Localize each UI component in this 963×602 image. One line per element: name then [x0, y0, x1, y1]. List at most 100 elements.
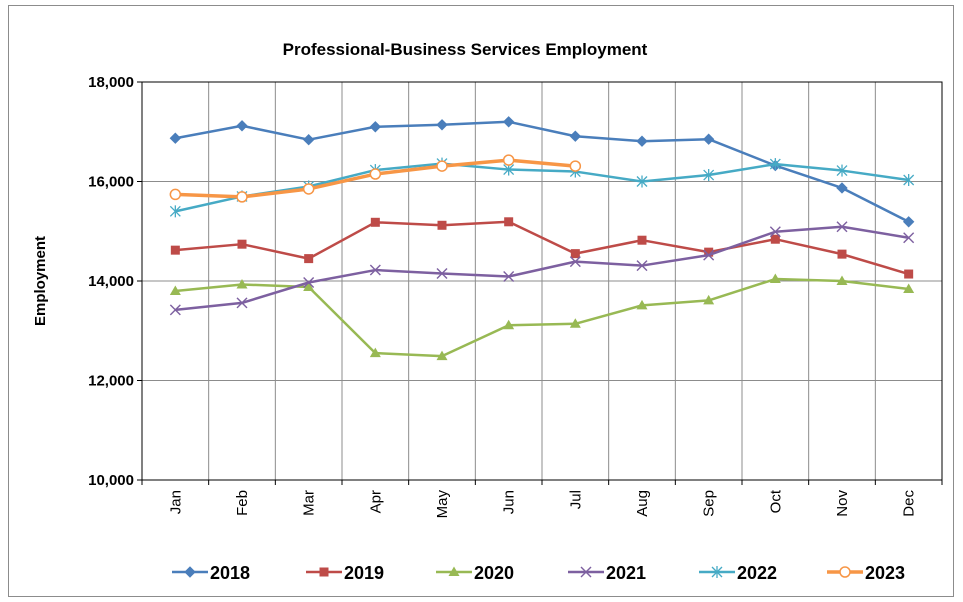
legend-item-2022: 2022: [699, 563, 777, 583]
y-tick-label: 10,000: [88, 472, 134, 489]
legend-item-2020: 2020: [436, 563, 514, 583]
data-point-2018-Jul: [569, 130, 582, 142]
y-tick-label: 12,000: [88, 373, 134, 390]
data-point-2023-Feb: [236, 191, 248, 203]
series-line-2022: [175, 162, 909, 213]
data-point-2018-Sep: [702, 133, 715, 145]
data-point-2019-Dec: [904, 269, 914, 279]
data-point-2022-Oct: [769, 158, 781, 171]
chart-frame: 10,000 12,000 14,000 16,000 18,000 Jan Feb Mar A…: [8, 5, 954, 597]
data-point-2018-Feb: [236, 120, 248, 132]
data-point-2018-Dec: [902, 216, 915, 228]
data-point-2018-May: [436, 119, 448, 131]
data-point-2019-Jun: [504, 217, 514, 227]
legend-marker-2022: [711, 566, 723, 578]
series-2018: [169, 116, 915, 228]
data-point-2020-Jun: [503, 319, 515, 330]
legend-label-2019: 2019: [344, 563, 384, 583]
data-point-2020-Feb: [236, 278, 248, 289]
legend-label-2023: 2023: [865, 563, 905, 583]
data-point-2020-Jan: [169, 285, 181, 295]
data-point-2018-Aug: [636, 135, 648, 147]
legend-item-2021: 2021: [568, 563, 646, 583]
data-point-2021-Jul: [569, 256, 581, 268]
data-point-2021-Nov: [836, 221, 848, 233]
data-point-2021-Sep: [703, 249, 715, 261]
data-point-2019-May: [437, 220, 447, 230]
data-point-2020-Oct: [769, 273, 781, 284]
legend-marker-2019: [319, 567, 329, 577]
data-point-2021-Aug: [636, 260, 648, 272]
series-lines: [169, 116, 915, 361]
data-point-2021-Dec: [903, 232, 915, 244]
data-point-2021-Oct: [769, 226, 781, 238]
data-point-2018-Apr: [369, 121, 382, 133]
legend-marker-2023: [839, 566, 851, 578]
data-point-2020-May: [436, 350, 448, 361]
data-point-2019-Jan: [170, 245, 180, 255]
data-point-2023-Apr: [369, 168, 382, 180]
x-tick-label: Sep: [701, 490, 718, 517]
data-point-2019-Sep: [704, 247, 714, 257]
line-chart: 10,000 12,000 14,000 16,000 18,000 Jan Feb Mar A…: [32, 40, 943, 583]
y-tick-label: 16,000: [88, 174, 134, 191]
data-point-2019-Mar: [304, 254, 314, 264]
data-point-2023-Jan: [169, 188, 182, 201]
data-point-2022-Nov: [836, 164, 848, 177]
data-point-2022-Dec: [903, 174, 915, 187]
data-point-2019-Feb: [237, 239, 247, 249]
data-point-2020-Jul: [569, 318, 581, 328]
data-point-2021-Jan: [169, 304, 181, 316]
x-tick-label: Jul: [567, 490, 584, 509]
data-point-2023-Mar: [302, 183, 315, 195]
series-2021: [169, 221, 915, 316]
data-point-2019-Jul: [570, 249, 580, 259]
data-point-2020-Dec: [903, 283, 915, 293]
series-line-2021: [175, 225, 909, 312]
y-axis-label: Employment: [32, 236, 49, 326]
data-point-2020-Mar: [303, 281, 315, 291]
data-point-2018-Jan: [169, 132, 182, 144]
data-point-2019-Nov: [837, 249, 847, 259]
data-point-2022-Sep: [703, 169, 715, 182]
x-tick-label: Jun: [501, 490, 518, 514]
data-point-2023-Jul: [569, 160, 582, 172]
x-tick-label: Aug: [634, 490, 651, 517]
data-point-2020-Aug: [636, 299, 648, 310]
x-tick-label: Oct: [767, 489, 784, 513]
data-point-2020-Sep: [703, 294, 715, 305]
x-tick-label: Feb: [234, 490, 251, 516]
legend-item-2018: 2018: [172, 563, 250, 583]
y-tick-label: 18,000: [88, 74, 134, 91]
x-tick-label: Apr: [367, 490, 384, 513]
data-point-2021-Apr: [369, 264, 381, 276]
data-point-2020-Apr: [369, 347, 381, 358]
data-point-2022-Aug: [636, 175, 648, 188]
legend-item-2019: 2019: [306, 563, 384, 583]
x-tick-label: Nov: [834, 490, 851, 517]
series-2023: [169, 154, 582, 203]
x-tick-label: May: [434, 490, 451, 519]
legend-label-2020: 2020: [474, 563, 514, 583]
chart-title: Professional-Business Services Employmen…: [283, 40, 648, 59]
data-point-2021-May: [436, 268, 448, 280]
data-point-2019-Apr: [370, 217, 380, 227]
x-tick-label: Mar: [301, 490, 318, 516]
series-line-2019: [175, 220, 910, 276]
data-point-2018-Nov: [836, 182, 848, 194]
legend-marker-2021: [580, 566, 592, 578]
data-point-2018-Mar: [302, 134, 315, 146]
data-point-2021-Mar: [303, 276, 315, 288]
data-point-2019-Aug: [637, 235, 647, 245]
series-line-2018: [175, 120, 910, 223]
legend-marker-2020: [448, 566, 460, 576]
legend-item-2023: 2023: [827, 563, 905, 583]
legend: 2018 2019 2020 2021 2022 2023: [172, 563, 905, 583]
series-2019: [170, 217, 914, 279]
data-point-2019-Oct: [770, 234, 780, 244]
data-point-2021-Jun: [503, 271, 515, 283]
legend-label-2018: 2018: [210, 563, 250, 583]
y-tick-label: 14,000: [88, 273, 134, 290]
data-point-2023-May: [436, 160, 448, 172]
data-point-2020-Nov: [836, 275, 848, 285]
